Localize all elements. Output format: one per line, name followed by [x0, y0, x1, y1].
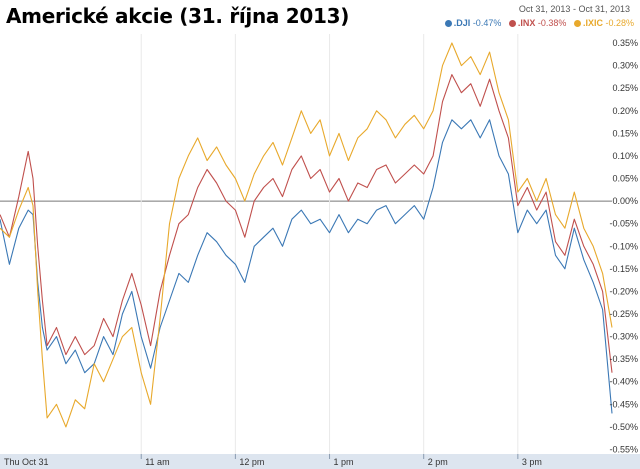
x-axis-band: [0, 454, 640, 469]
y-tick-label: 0.15%: [612, 128, 638, 138]
x-tick-label: Thu Oct 31: [4, 457, 49, 467]
y-tick-label: 0.20%: [612, 106, 638, 116]
chart-title: Americké akcie (31. října 2013): [6, 4, 350, 28]
grid-lines: [0, 34, 612, 454]
legend-symbol-ixic: .IXIC: [582, 18, 603, 28]
y-tick-label: 0.35%: [612, 38, 638, 48]
y-tick-label: 0.00%: [612, 196, 638, 206]
legend: .DJI -0.47% .INX -0.38% .IXIC -0.28%: [440, 18, 634, 28]
date-range-separator: -: [572, 4, 576, 14]
date-range: Oct 31, 2013 - Oct 31, 2013: [519, 4, 630, 14]
series-line-dji: [0, 119, 613, 414]
x-tick-label: 3 pm: [522, 457, 542, 467]
date-range-end: Oct 31, 2013: [578, 4, 630, 14]
y-tick-label: -0.20%: [609, 286, 638, 296]
y-tick-label: -0.55%: [609, 444, 638, 454]
y-tick-label: 0.05%: [612, 174, 638, 184]
legend-dot-inx: [508, 20, 516, 27]
legend-dot-ixic: [573, 20, 581, 27]
legend-symbol-inx: .INX: [517, 18, 536, 28]
series-line-inx: [0, 74, 613, 373]
y-tick-label: 0.30%: [612, 61, 638, 71]
legend-item-inx[interactable]: .INX -0.38%: [508, 18, 569, 28]
x-tick-label: 2 pm: [428, 457, 448, 467]
x-tick-label: 1 pm: [334, 457, 354, 467]
y-axis: 0.35% 0.30% 0.25% 0.20% 0.15% 0.10% 0.05% 0.00%…: [609, 38, 638, 454]
series-line-ixic: [0, 42, 613, 428]
y-tick-label: -0.30%: [609, 332, 638, 342]
x-tick-label: 12 pm: [239, 457, 264, 467]
legend-change-dji: -0.47%: [472, 18, 502, 28]
x-axis: Thu Oct 31 11 am 12 pm 1 pm 2 pm 3 pm: [4, 454, 542, 467]
y-tick-label: -0.05%: [609, 219, 638, 229]
legend-dot-dji: [444, 20, 452, 27]
legend-item-ixic[interactable]: .IXIC -0.28%: [573, 18, 634, 28]
series-lines: [0, 42, 613, 428]
legend-change-ixic: -0.28%: [605, 18, 634, 28]
x-tick-label: 11 am: [145, 457, 169, 467]
y-tick-label: 0.25%: [612, 83, 638, 93]
y-tick-label: -0.40%: [609, 377, 638, 387]
y-tick-label: -0.45%: [609, 399, 638, 409]
y-tick-label: -0.50%: [609, 422, 638, 432]
legend-symbol-dji: .DJI: [453, 18, 471, 28]
y-tick-label: -0.25%: [609, 309, 638, 319]
legend-item-dji[interactable]: .DJI -0.47%: [444, 18, 504, 28]
y-tick-label: -0.15%: [609, 264, 638, 274]
y-tick-label: -0.35%: [609, 354, 638, 364]
y-tick-label: -0.10%: [609, 241, 638, 251]
date-range-start: Oct 31, 2013: [518, 4, 571, 14]
legend-change-inx: -0.38%: [537, 18, 567, 28]
y-tick-label: 0.10%: [612, 151, 638, 161]
